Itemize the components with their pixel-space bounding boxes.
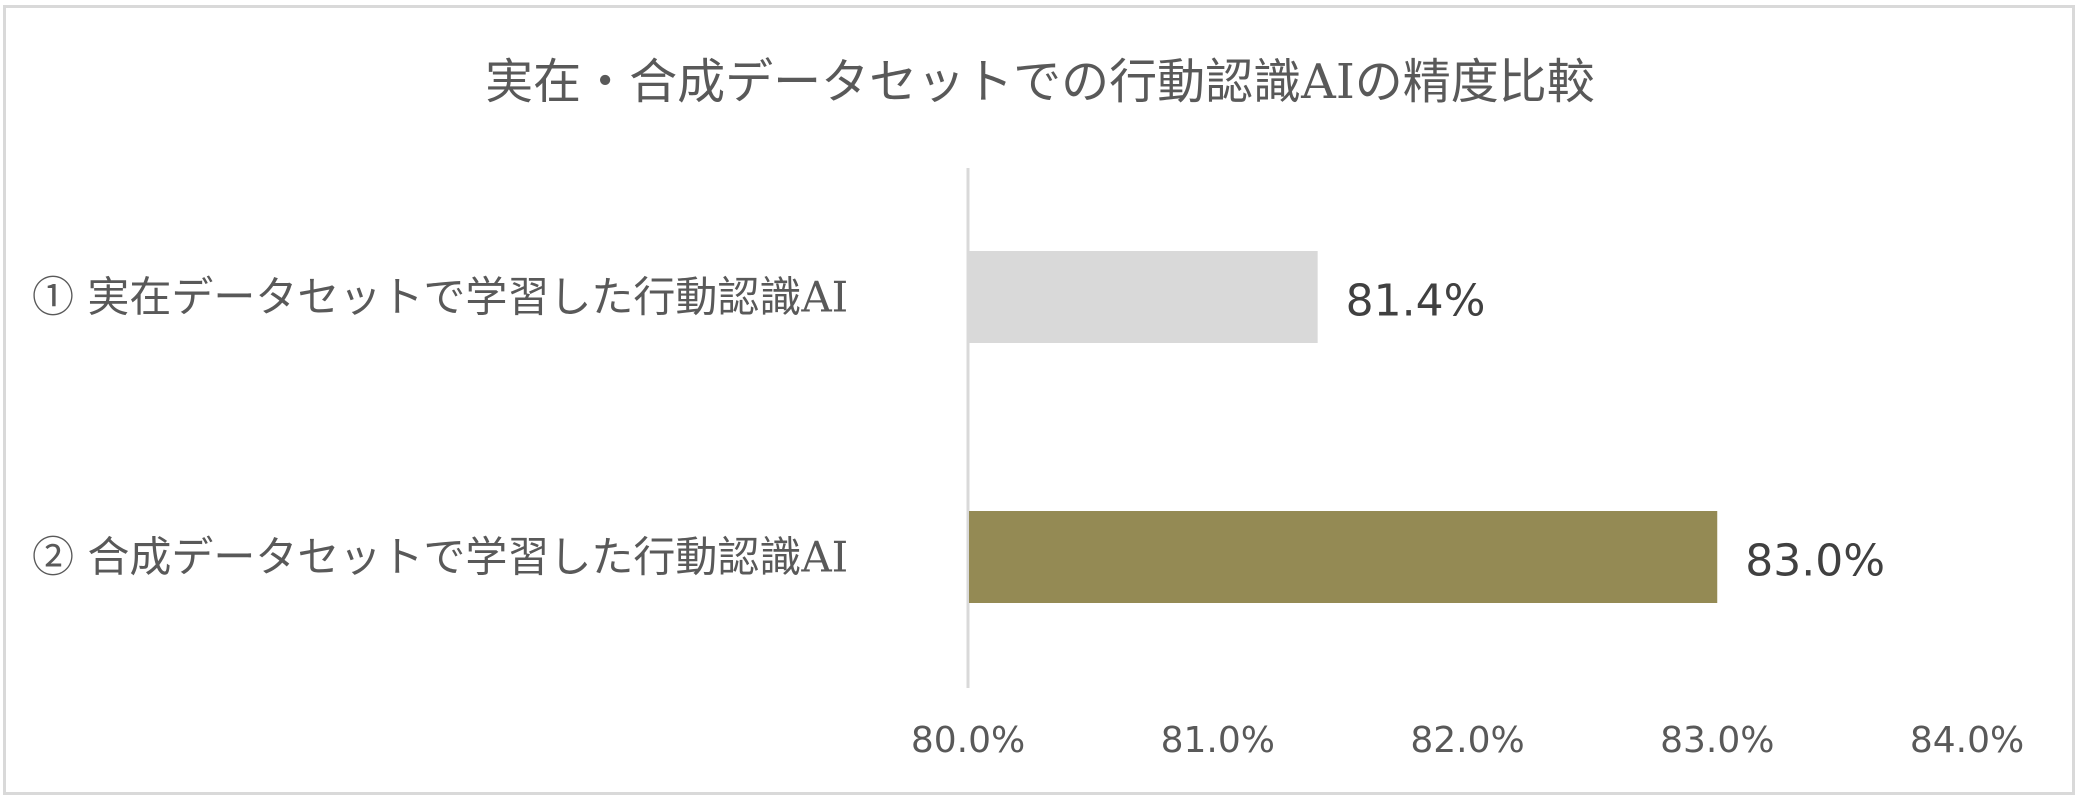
x-tick-label: 82.0%	[1410, 720, 1524, 761]
bar-1	[969, 251, 1318, 343]
x-tick-label: 81.0%	[1161, 720, 1275, 761]
data-label-2: 83.0%	[1745, 536, 1885, 587]
data-label-1: 81.4%	[1346, 276, 1486, 327]
chart-title: 実在・合成データセットでの行動認識AIの精度比較	[485, 54, 1595, 110]
chart-frame	[3, 5, 2075, 795]
x-tick-label: 83.0%	[1660, 720, 1774, 761]
x-tick-label: 80.0%	[911, 720, 1025, 761]
category-label-1: ① 実在データセットで学習した行動認識AI	[32, 273, 848, 322]
category-label-2: ② 合成データセットで学習した行動認識AI	[32, 533, 848, 582]
bar-2	[969, 511, 1718, 603]
x-tick-label: 84.0%	[1910, 720, 2024, 761]
